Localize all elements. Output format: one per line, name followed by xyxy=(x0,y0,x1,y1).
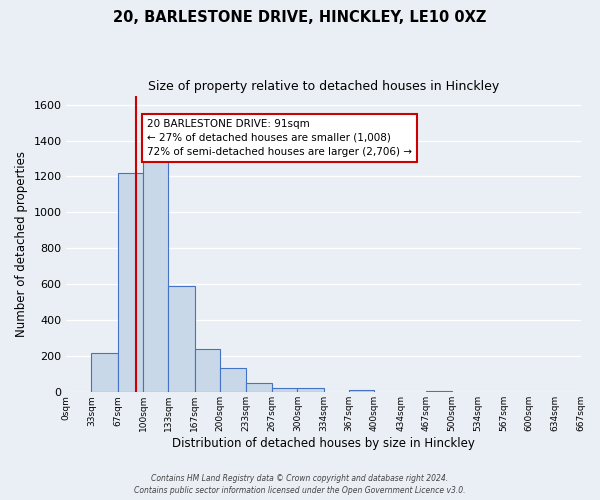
Text: Contains HM Land Registry data © Crown copyright and database right 2024.
Contai: Contains HM Land Registry data © Crown c… xyxy=(134,474,466,495)
Y-axis label: Number of detached properties: Number of detached properties xyxy=(15,151,28,337)
Bar xyxy=(91,352,118,393)
Bar xyxy=(298,388,323,392)
Bar xyxy=(169,286,195,393)
Bar xyxy=(220,368,245,392)
Bar xyxy=(272,388,298,392)
Bar xyxy=(143,160,169,392)
Bar xyxy=(349,390,374,392)
Bar xyxy=(195,349,220,393)
X-axis label: Distribution of detached houses by size in Hinckley: Distribution of detached houses by size … xyxy=(172,437,475,450)
Bar xyxy=(118,173,143,392)
Text: 20 BARLESTONE DRIVE: 91sqm
← 27% of detached houses are smaller (1,008)
72% of s: 20 BARLESTONE DRIVE: 91sqm ← 27% of deta… xyxy=(147,119,412,157)
Bar xyxy=(245,384,272,392)
Text: 20, BARLESTONE DRIVE, HINCKLEY, LE10 0XZ: 20, BARLESTONE DRIVE, HINCKLEY, LE10 0XZ xyxy=(113,10,487,25)
Title: Size of property relative to detached houses in Hinckley: Size of property relative to detached ho… xyxy=(148,80,499,93)
